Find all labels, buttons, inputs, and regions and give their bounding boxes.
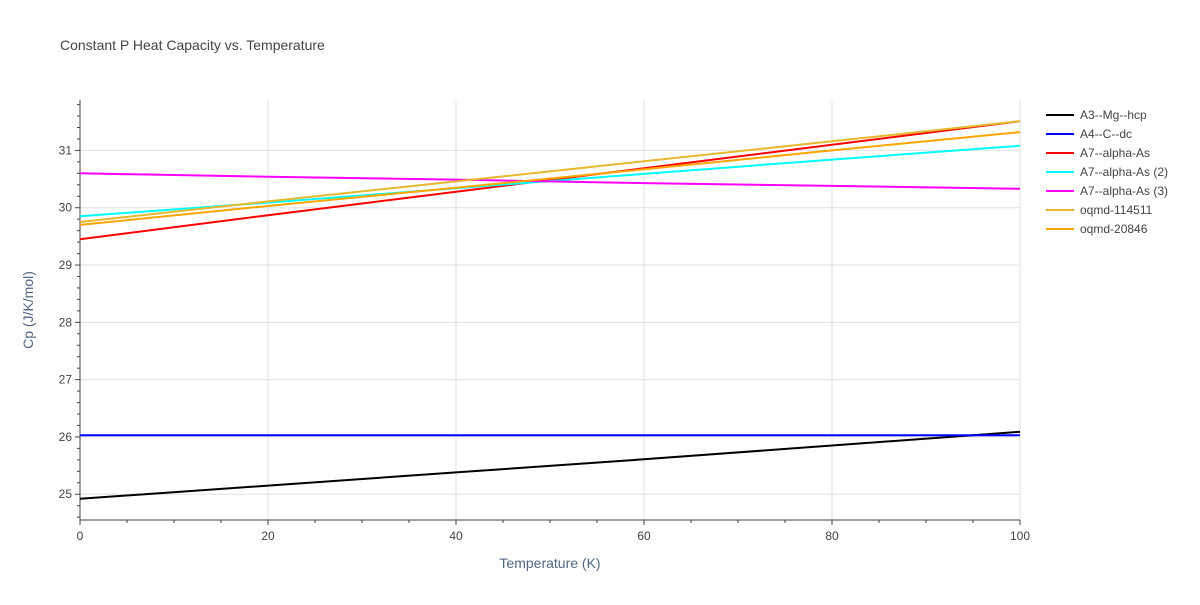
series-line-a3-mg-hcp — [79, 430, 1021, 500]
x-tick-label: 20 — [261, 529, 275, 543]
legend-item-a7-alpha-as-2[interactable]: A7--alpha-As (2) — [1046, 165, 1168, 179]
x-axis-title: Temperature (K) — [499, 555, 600, 571]
series-line-a7-alpha-as — [79, 120, 1021, 241]
legend-label: A4--C--dc — [1080, 127, 1132, 141]
y-tick-label: 30 — [59, 201, 73, 215]
legend-item-oqmd-114511[interactable]: oqmd-114511 — [1046, 203, 1153, 217]
legend: A3--Mg--hcp A4--C--dc A7--alpha-As A7--alph… — [1046, 108, 1168, 236]
legend-label: A7--alpha-As (2) — [1080, 165, 1168, 179]
y-tick-label: 25 — [59, 487, 73, 501]
y-tick-label: 29 — [59, 258, 73, 272]
series-line-oqmd-114511 — [79, 120, 1021, 223]
x-tick-label: 0 — [77, 529, 84, 543]
legend-item-a3-mg-hcp[interactable]: A3--Mg--hcp — [1046, 108, 1147, 122]
y-tick-label: 27 — [59, 373, 73, 387]
x-tick-label: 40 — [449, 529, 463, 543]
grid-lines — [80, 100, 1021, 520]
legend-label: A3--Mg--hcp — [1080, 108, 1147, 122]
axes: 0 20 40 60 80 100 25 26 27 28 29 30 31 — [59, 100, 1030, 543]
legend-label: oqmd-20846 — [1080, 222, 1148, 236]
plot-area — [79, 120, 1021, 500]
x-tick-label: 80 — [825, 529, 839, 543]
y-tick-label: 28 — [59, 315, 73, 329]
legend-item-oqmd-20846[interactable]: oqmd-20846 — [1046, 222, 1148, 236]
y-axis-title: Cp (J/K/mol) — [20, 271, 36, 349]
x-tick-label: 60 — [637, 529, 651, 543]
series-line-a7-alpha-as-3 — [79, 172, 1021, 190]
legend-label: A7--alpha-As — [1080, 146, 1150, 160]
x-tick-label: 100 — [1010, 529, 1030, 543]
chart-title: Constant P Heat Capacity vs. Temperature — [60, 37, 325, 53]
legend-item-a4-c-dc[interactable]: A4--C--dc — [1046, 127, 1132, 141]
series-line-oqmd-20846 — [79, 131, 1021, 226]
legend-item-a7-alpha-as-3[interactable]: A7--alpha-As (3) — [1046, 184, 1168, 198]
y-tick-label: 26 — [59, 430, 73, 444]
legend-label: A7--alpha-As (3) — [1080, 184, 1168, 198]
legend-item-a7-alpha-as[interactable]: A7--alpha-As — [1046, 146, 1150, 160]
y-tick-label: 31 — [59, 143, 73, 157]
legend-label: oqmd-114511 — [1080, 203, 1153, 217]
